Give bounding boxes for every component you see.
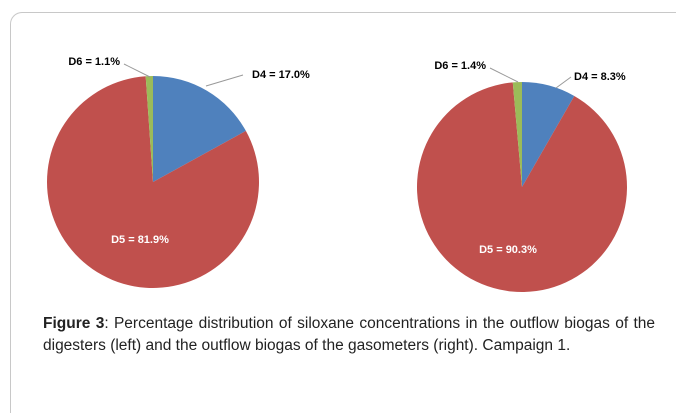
leader-line <box>205 74 244 87</box>
pie-slice <box>512 82 522 187</box>
slice-label: D5 = 90.3% <box>479 244 537 256</box>
slice-label: D6 = 1.1% <box>68 56 120 68</box>
caption: Figure 3: Percentage distribution of sil… <box>43 313 655 357</box>
slice-label: D4 = 17.0% <box>252 69 310 81</box>
leader-line <box>123 63 151 78</box>
caption-text: : Percentage distribution of siloxane co… <box>43 315 656 354</box>
pie-slice <box>46 76 259 288</box>
pie-slice <box>145 76 153 182</box>
slice-label: D5 = 81.9% <box>111 234 169 246</box>
leader-line <box>489 67 519 83</box>
pie-slice <box>522 82 575 187</box>
page: {"chart_data": [ {"type": "pie", "values… <box>10 12 676 413</box>
leader-line <box>555 76 572 89</box>
slice-label: D6 = 1.4% <box>434 60 486 72</box>
caption-label: Figure 3 <box>43 315 105 332</box>
pie-slice <box>417 82 627 292</box>
pie-slice <box>153 76 246 182</box>
figure-frame <box>10 12 676 413</box>
slice-label: D4 = 8.3% <box>574 71 626 83</box>
charts: D4 = 17.0% D5 = 81.9% D6 = 1.1% D4 = 8.3% D5… <box>46 56 627 292</box>
